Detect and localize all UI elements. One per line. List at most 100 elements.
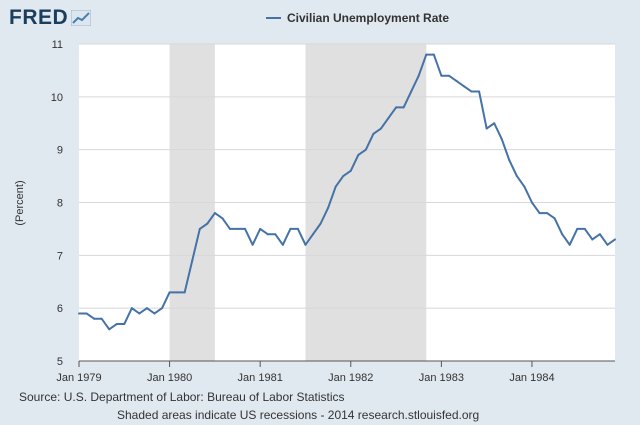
data-point-1980-01 [168,291,171,294]
x-axis-ticks: Jan 1979 Jan 1980 Jan 1981 Jan 1982 Jan 1983… [56,361,555,384]
data-point-1979-03 [93,317,96,320]
chart-line-icon [71,10,92,26]
x-tick-label-1982-01: Jan 1982 [328,372,373,384]
y-tick-label-8: 8 [57,198,63,210]
data-point-1982-04 [372,132,375,135]
data-point-1980-09 [228,227,231,230]
data-point-1981-09 [319,222,322,225]
data-point-1984-07 [576,227,579,230]
data-point-1984-03 [546,212,549,215]
data-point-1984-09 [591,238,594,241]
data-point-1980-04 [191,259,194,262]
data-point-1984-01 [530,201,533,204]
data-point-1982-02 [357,153,360,156]
data-point-1981-05 [289,227,292,230]
data-point-1984-04 [553,217,556,220]
data-point-1983-12 [523,185,526,188]
footer-note: Shaded areas indicate US recessions - 20… [117,408,480,422]
x-tick-label-1979-01: Jan 1979 [56,372,101,384]
data-point-1983-01 [440,74,443,77]
data-point-1979-02 [85,312,88,315]
data-point-1981-08 [312,233,315,236]
data-point-1979-09 [138,312,141,315]
data-point-1980-11 [244,227,247,230]
legend-swatch [266,17,281,19]
x-tick-label-1984-01: Jan 1984 [509,372,554,384]
y-axis-title: (Percent) [14,180,26,225]
gridlines [79,43,615,309]
data-point-1982-05 [379,127,382,130]
data-point-1980-07 [213,212,216,215]
data-point-1979-04 [100,317,103,320]
data-point-1981-11 [334,185,337,188]
data-point-1982-09 [410,90,413,93]
y-tick-label-6: 6 [57,303,63,315]
data-point-1982-01 [349,169,352,172]
data-point-1984-11 [606,243,609,246]
data-point-1981-06 [296,227,299,230]
data-point-1982-08 [402,106,405,109]
data-point-1982-03 [364,148,367,151]
data-point-1981-10 [327,206,330,209]
data-point-1984-10 [598,233,601,236]
footer-source: Source: U.S. Department of Labor: Bureau… [19,390,345,404]
chart-legend: Civilian Unemployment Rate [266,11,449,25]
data-point-1980-02 [176,291,179,294]
data-point-1980-05 [198,227,201,230]
data-point-1979-11 [153,312,156,315]
data-point-1983-11 [515,175,518,178]
data-point-1982-07 [395,106,398,109]
data-point-1984-06 [568,243,571,246]
data-point-1983-05 [470,90,473,93]
data-point-1984-08 [583,227,586,230]
x-tick-label-1983-01: Jan 1983 [419,372,464,384]
data-point-1982-10 [417,74,420,77]
data-point-1982-11 [425,53,428,56]
data-point-1984-02 [538,212,541,215]
fred-logo-text: FRED [9,6,69,29]
data-point-1983-03 [455,79,458,82]
data-point-1984-05 [561,233,564,236]
data-point-1979-08 [130,307,133,310]
data-point-1980-06 [206,222,209,225]
x-tick-label-1980-01: Jan 1980 [147,372,192,384]
data-point-1979-12 [161,307,164,310]
data-point-1981-12 [342,175,345,178]
data-point-1979-05 [108,328,111,331]
data-point-1980-03 [183,291,186,294]
data-point-1980-10 [236,227,239,230]
data-point-1984-12 [614,238,616,241]
y-tick-label-10: 10 [51,92,63,104]
data-point-1979-10 [145,307,148,310]
data-point-1983-09 [500,138,503,141]
y-tick-label-5: 5 [57,356,63,368]
data-point-1979-07 [123,323,126,326]
series-group [78,53,616,331]
data-point-1981-01 [259,227,262,230]
fred-logo: FRED [9,6,92,30]
data-point-1980-12 [251,243,254,246]
y-axis-ticks: 5 6 7 8 9 10 11 [51,39,63,368]
x-tick-label-1981-01: Jan 1981 [238,372,283,384]
data-point-1982-12 [432,53,435,56]
data-point-1981-07 [304,243,307,246]
legend-label: Civilian Unemployment Rate [287,11,450,25]
series-line-1 [79,53,616,331]
data-point-1983-10 [508,159,511,162]
data-point-1979-06 [115,323,118,326]
data-point-1981-04 [281,243,284,246]
y-tick-label-7: 7 [57,250,63,262]
data-point-1983-07 [485,127,488,130]
data-point-1980-08 [221,217,224,220]
y-tick-label-9: 9 [57,145,63,157]
data-point-1981-03 [274,233,277,236]
data-point-1981-02 [266,233,269,236]
data-point-1983-02 [447,74,450,77]
data-point-1983-06 [478,90,481,93]
y-tick-label-11: 11 [52,39,63,51]
data-point-1979-01 [78,312,80,315]
data-point-1982-06 [387,116,390,119]
data-point-1983-08 [493,122,496,125]
data-point-1983-04 [463,85,466,88]
